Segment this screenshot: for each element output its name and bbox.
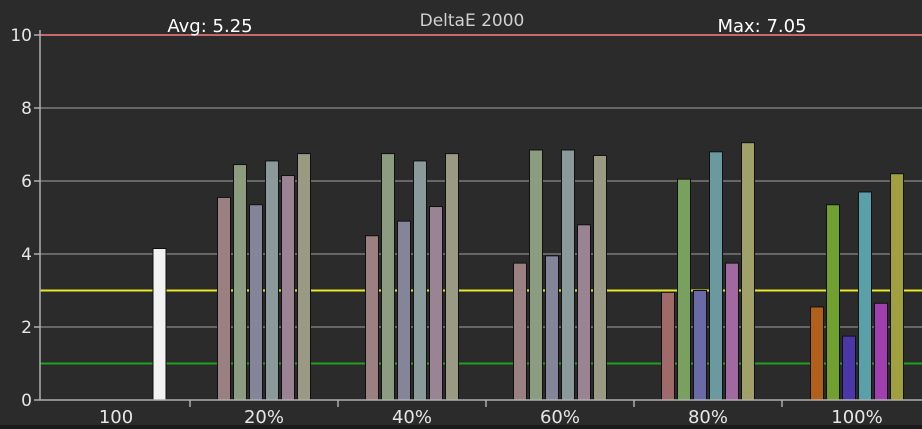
bar-80pct-1: [677, 178, 691, 401]
bar-60pct-3: [561, 149, 575, 401]
bar-40pct-1: [381, 153, 395, 401]
bars: [152, 142, 904, 401]
bar-20pct-5: [297, 153, 311, 401]
bar-20pct-1: [233, 164, 247, 401]
bar-80pct-5: [741, 142, 755, 401]
y-tick-label-2: 2: [21, 318, 32, 338]
y-tick-label-8: 8: [21, 99, 32, 119]
bar-20pct-4: [281, 175, 295, 401]
bar-20pct-3: [265, 160, 279, 401]
x-tick-label-2: 40%: [392, 407, 432, 425]
bar-40pct-4: [429, 206, 443, 401]
x-tick-label-3: 60%: [540, 407, 580, 425]
bar-100pct-4: [874, 302, 888, 401]
bar-40pct-3: [413, 160, 427, 401]
bar-20pct-0: [217, 196, 231, 401]
chart-text: DeltaE 2000 Avg: 5.25 Max: 7.05: [167, 11, 806, 37]
bar-80pct-3: [709, 151, 723, 401]
bar-40pct-5: [445, 153, 459, 401]
bar-100pct-1: [826, 204, 840, 401]
bar-60pct-2: [545, 255, 559, 401]
bar-100pct-0: [810, 306, 824, 401]
bar-80pct-2: [693, 290, 707, 401]
bar-100pct-3: [858, 191, 872, 401]
y-tick-label-4: 4: [21, 245, 32, 265]
chart-title: DeltaE 2000: [420, 11, 525, 31]
x-tick-label-1: 20%: [244, 407, 284, 425]
bar-100pct-5: [890, 173, 904, 401]
bar-100pct-2: [842, 335, 856, 401]
bar-60pct-0: [513, 262, 527, 401]
bar-80pct-4: [725, 262, 739, 401]
max-label: Max: 7.05: [717, 16, 806, 37]
x-tick-label-5: 100%: [831, 407, 882, 425]
bar-60pct-5: [593, 154, 607, 401]
reference-lines: [40, 34, 922, 365]
y-tick-label-10: 10: [10, 26, 32, 46]
bar-40pct-0: [365, 235, 379, 401]
bar-40pct-2: [397, 220, 411, 401]
x-tick-label-0: 100: [99, 407, 133, 425]
avg-label: Avg: 5.25: [167, 16, 252, 37]
y-tick-label-6: 6: [21, 172, 32, 192]
bar-20pct-2: [249, 204, 263, 401]
bar-60pct-1: [529, 149, 543, 401]
axes: 0 2 4 6 8 10 100 20% 40% 60% 80% 100%: [10, 26, 922, 428]
bar-80pct-0: [661, 291, 675, 401]
y-tick-label-0: 0: [21, 391, 32, 411]
grid-lines: [40, 107, 922, 328]
x-tick-label-4: 80%: [688, 407, 728, 425]
bar-100-0: [152, 248, 167, 401]
bar-60pct-4: [577, 224, 591, 401]
